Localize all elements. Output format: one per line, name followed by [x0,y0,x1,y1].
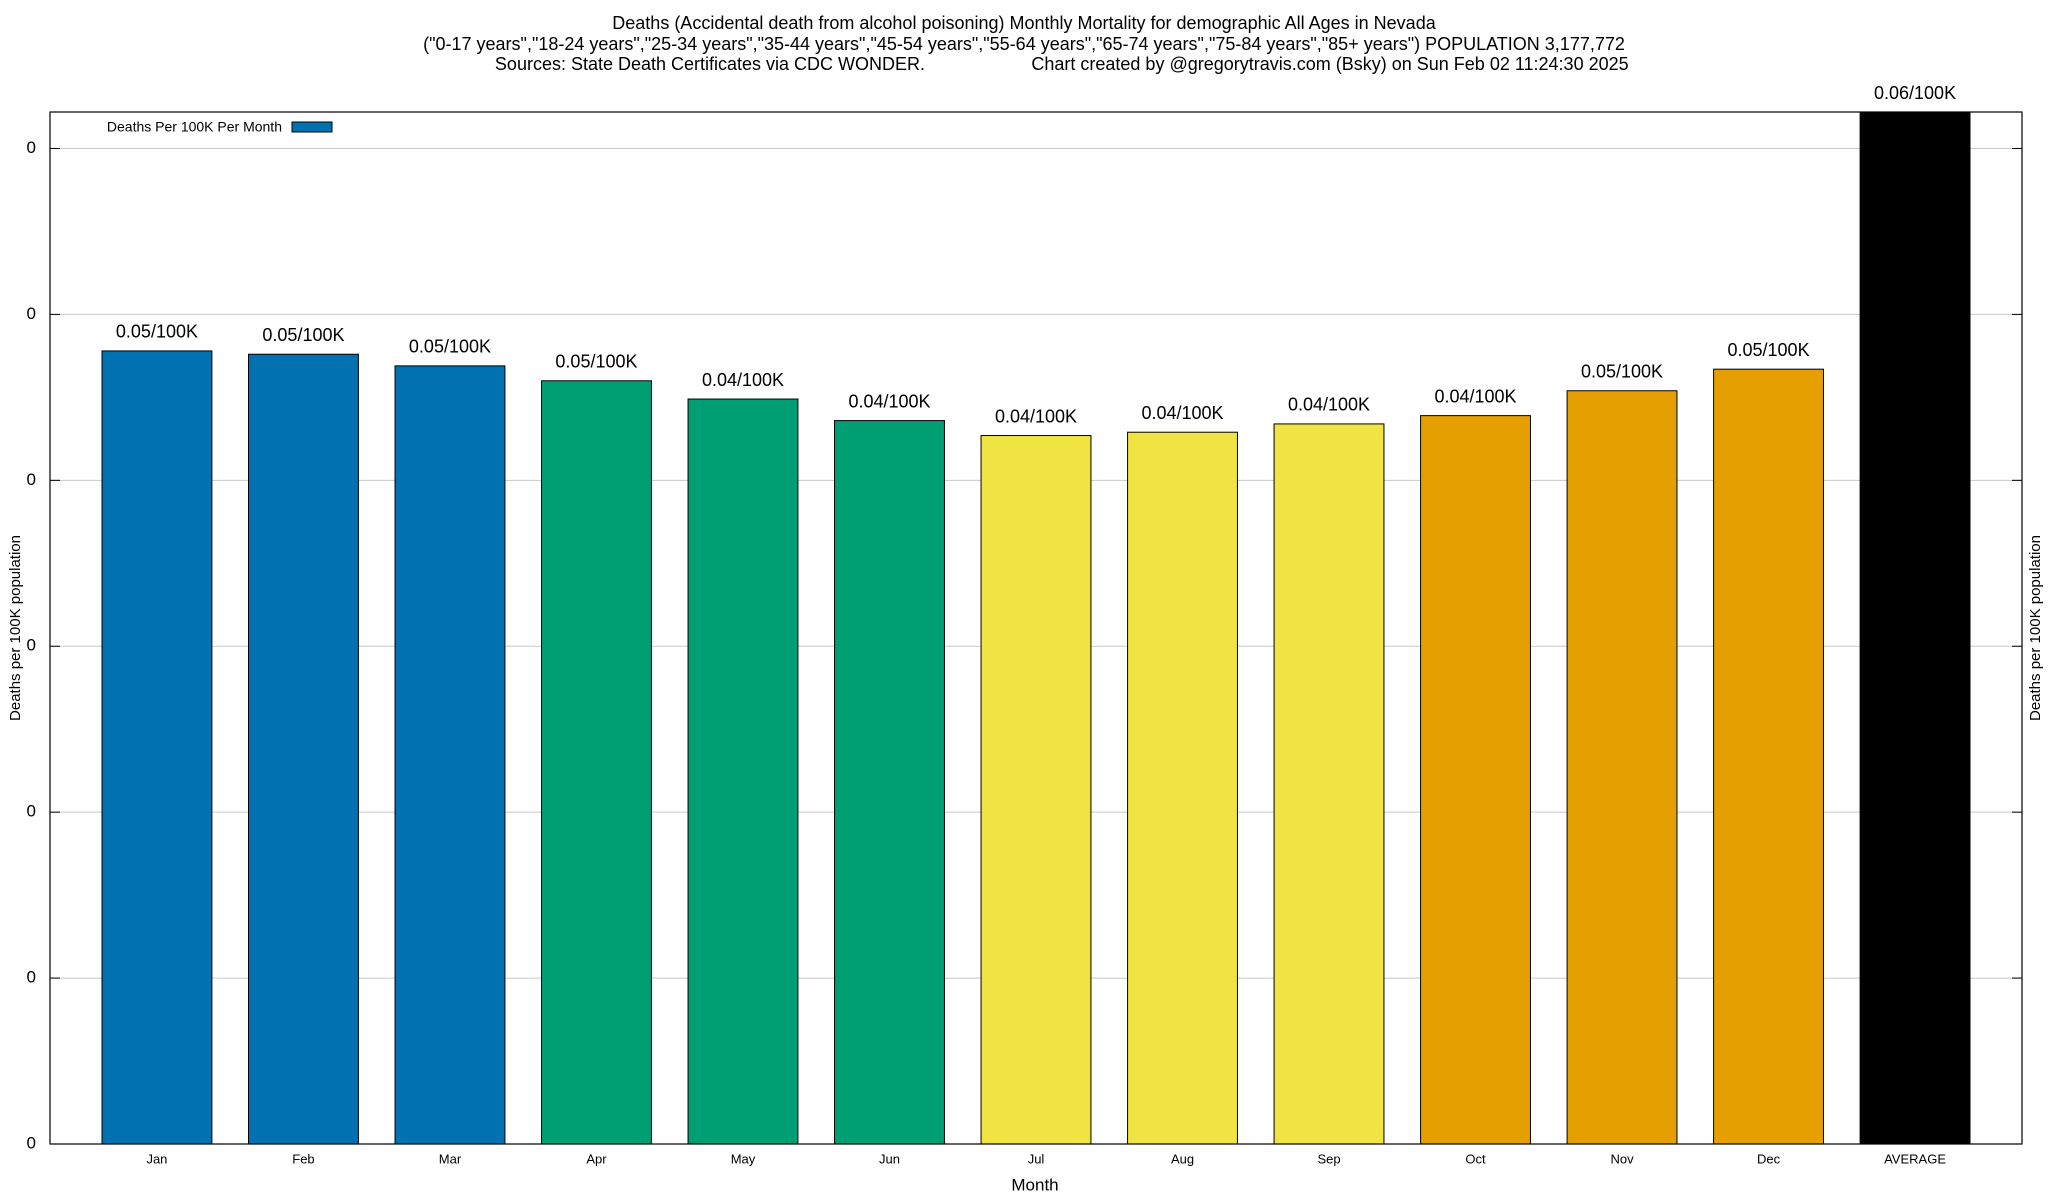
source: Sources: State Death Certificates via CD… [495,54,925,74]
x-tick-label: Aug [1171,1151,1194,1166]
x-tick-label: AVERAGE [1884,1151,1946,1166]
bar [394,365,506,1144]
x-tick-label: Oct [1465,1151,1486,1166]
data-label: 0.05/100K [262,325,344,345]
x-tick-label: Jan [146,1151,167,1166]
data-label: 0.05/100K [1728,340,1810,360]
data-label: 0.04/100K [702,370,784,390]
bar [1566,390,1678,1144]
data-label: 0.05/100K [1581,361,1663,381]
plot-frame [49,111,2023,1145]
x-tick-label: Nov [1610,1151,1634,1166]
data-label: 0.06/100K [1874,83,1956,103]
bar [1713,368,1824,1144]
y-tick-label: 0 [27,470,36,489]
x-tick-label: Jul [1028,1151,1045,1166]
data-label: 0.04/100K [1288,395,1370,415]
y-tick-label: 0 [27,968,36,987]
data-label: 0.05/100K [116,322,198,342]
x-tick-label: Sep [1317,1151,1340,1166]
data-label: 0.04/100K [1434,386,1516,406]
bars [101,112,1971,1144]
chart-title: Deaths (Accidental death from alcohol po… [612,13,1436,33]
x-tick-label: Dec [1757,1151,1781,1166]
data-label: 0.04/100K [995,406,1077,426]
bar [1273,423,1385,1144]
bar [101,350,213,1144]
credit: Chart created by @gregorytravis.com (Bsk… [1031,54,1628,74]
bar [541,380,652,1144]
data-label: 0.04/100K [848,391,930,411]
x-tick-label: May [731,1151,756,1166]
data-label: 0.04/100K [1141,403,1223,423]
bar [687,398,799,1144]
x-tick-label: Feb [292,1151,314,1166]
bar [834,420,945,1144]
x-axis-label: Month [1011,1175,1058,1194]
bar [980,435,1092,1144]
y-tick-label: 0 [27,138,36,157]
y-tick-label: 0 [27,802,36,821]
bar [1859,112,1971,1144]
x-tick-label: Jun [879,1151,900,1166]
bar [1420,415,1531,1144]
chart-subtitle: ("0-17 years","18-24 years","25-34 years… [423,34,1625,54]
y-axis-label: Deaths per 100K population [7,535,24,721]
data-label: 0.05/100K [409,337,491,357]
legend: Deaths Per 100K Per Month [107,119,333,135]
legend-swatch [291,121,333,133]
y-tick-label: 0 [27,636,36,655]
y2-axis-label: Deaths per 100K population [2027,535,2044,721]
data-label: 0.05/100K [555,352,637,372]
x-tick-label: Apr [586,1151,607,1166]
bar [248,353,359,1144]
y-tick-label: 0 [27,304,36,323]
x-tick-label: Mar [439,1151,462,1166]
y-tick-label: 0 [27,1133,36,1152]
bar [1127,431,1238,1144]
legend-label: Deaths Per 100K Per Month [107,119,282,135]
